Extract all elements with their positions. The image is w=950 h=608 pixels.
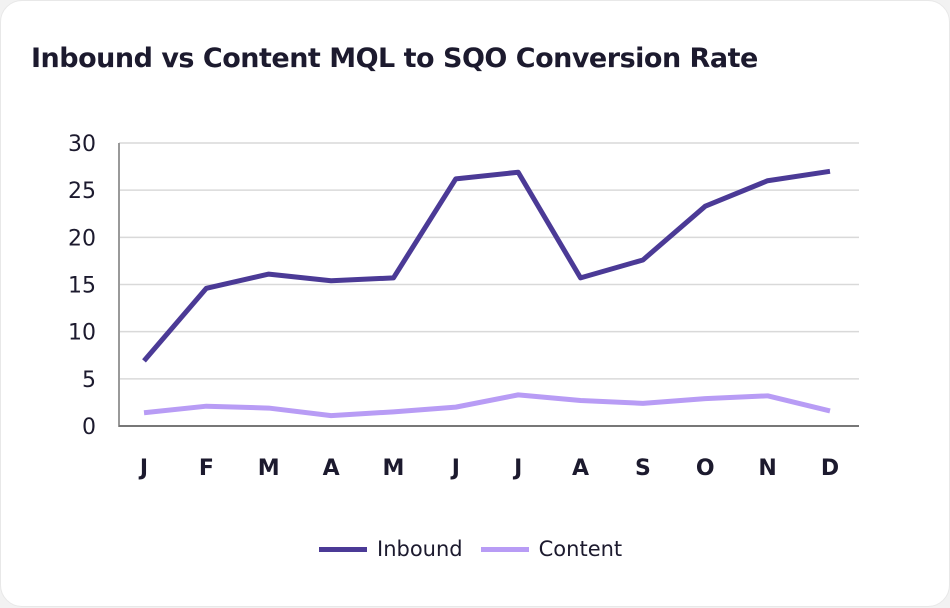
x-tick-label: A xyxy=(323,456,340,481)
x-tick-label: M xyxy=(383,456,405,481)
x-tick-label: A xyxy=(572,456,589,481)
x-tick-label: M xyxy=(258,456,280,481)
x-tick-label: O xyxy=(696,456,715,481)
legend-item-inbound: Inbound xyxy=(319,537,463,561)
x-tick-label: S xyxy=(635,456,651,481)
legend-label-content: Content xyxy=(539,537,623,561)
x-tick-label: J xyxy=(512,456,522,481)
x-tick-label: F xyxy=(199,456,214,481)
y-tick-label: 25 xyxy=(68,179,96,204)
x-tick-label: J xyxy=(138,456,148,481)
legend-swatch-inbound xyxy=(319,547,367,552)
legend-item-content: Content xyxy=(481,537,623,561)
y-tick-label: 30 xyxy=(68,132,96,157)
y-tick-label: 10 xyxy=(68,321,96,346)
legend-swatch-content xyxy=(481,547,529,552)
series-line-content xyxy=(144,395,830,416)
legend: Inbound Content xyxy=(319,537,640,561)
y-tick-label: 0 xyxy=(82,415,96,440)
x-tick-label: N xyxy=(758,456,776,481)
x-tick-label: D xyxy=(821,456,839,481)
y-tick-label: 5 xyxy=(82,368,96,393)
legend-label-inbound: Inbound xyxy=(377,537,463,561)
y-tick-label: 20 xyxy=(68,226,96,251)
y-tick-label: 15 xyxy=(68,274,96,299)
series-line-inbound xyxy=(144,171,830,361)
x-tick-label: J xyxy=(450,456,460,481)
